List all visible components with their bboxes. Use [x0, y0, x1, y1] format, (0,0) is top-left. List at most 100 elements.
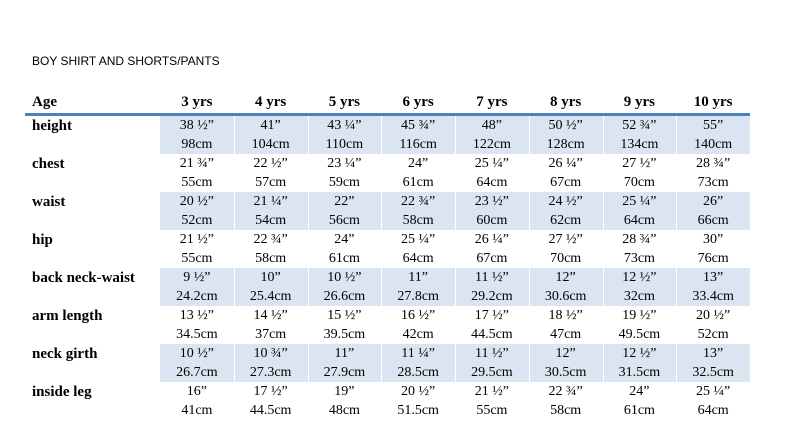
- inch-value: 16 ½”: [401, 308, 436, 323]
- cm-value: 28.5cm: [397, 365, 439, 380]
- inch-value: 11 ½”: [475, 346, 509, 361]
- inch-value: 11”: [334, 346, 355, 361]
- inch-value: 11”: [408, 270, 428, 285]
- cm-value: 42cm: [402, 327, 434, 342]
- inch-value: 10”: [260, 270, 281, 285]
- cm-value: 26.6cm: [323, 289, 366, 304]
- inch-value: 20 ½”: [696, 308, 731, 323]
- inch-value: 21 ¾”: [179, 156, 214, 171]
- row-label: inside leg: [32, 384, 92, 400]
- column-divider: [381, 116, 383, 420]
- cm-value: 31.5cm: [618, 365, 661, 380]
- inch-value: 22 ¾”: [253, 232, 288, 247]
- inch-value: 11 ¼”: [401, 346, 435, 361]
- inch-value: 22 ½”: [253, 156, 288, 171]
- inch-value: 12 ½”: [622, 270, 657, 285]
- cm-value: 61cm: [623, 403, 655, 418]
- cm-value: 32cm: [623, 289, 655, 304]
- cm-value: 122cm: [472, 137, 511, 152]
- cm-value: 58cm: [550, 403, 582, 418]
- cm-value: 30.5cm: [544, 365, 587, 380]
- row-label: waist: [32, 194, 66, 210]
- cm-value: 44.5cm: [249, 403, 292, 418]
- cm-value: 59cm: [328, 175, 360, 190]
- inch-value: 28 ¾”: [622, 232, 657, 247]
- cm-value: 30.6cm: [544, 289, 587, 304]
- inch-value: 14 ½”: [253, 308, 288, 323]
- inch-value: 26”: [703, 194, 724, 209]
- cm-value: 98cm: [181, 137, 213, 152]
- column-divider: [676, 116, 678, 420]
- inch-value: 38 ½”: [179, 118, 214, 133]
- inch-value: 17 ½”: [474, 308, 509, 323]
- row-label: neck girth: [32, 346, 98, 362]
- inch-value: 45 ¾”: [401, 118, 436, 133]
- inch-value: 28 ¾”: [696, 156, 731, 171]
- inch-value: 21 ½”: [474, 384, 509, 399]
- inch-value: 22”: [334, 194, 355, 209]
- header-cell: 5 yrs: [328, 94, 360, 110]
- inch-value: 24”: [334, 232, 355, 247]
- cm-value: 70cm: [550, 251, 582, 266]
- cm-value: 67cm: [550, 175, 582, 190]
- cm-value: 52cm: [181, 213, 213, 228]
- cm-value: 25.4cm: [249, 289, 292, 304]
- cm-value: 32.5cm: [692, 365, 734, 380]
- inch-value: 21 ½”: [179, 232, 214, 247]
- inch-value: 24”: [629, 384, 650, 399]
- row-label: back neck-waist: [32, 270, 135, 286]
- inch-value: 52 ¾”: [622, 118, 657, 133]
- inch-value: 11 ½”: [475, 270, 509, 285]
- inch-value: 41”: [260, 118, 281, 133]
- cm-value: 64cm: [476, 175, 508, 190]
- inch-value: 10 ½”: [179, 346, 214, 361]
- inch-value: 23 ¼”: [327, 156, 362, 171]
- cm-value: 58cm: [255, 251, 287, 266]
- inch-value: 25 ¼”: [401, 232, 436, 247]
- header-cell: 8 yrs: [550, 94, 582, 110]
- inch-value: 55”: [703, 118, 724, 133]
- cm-value: 55cm: [181, 175, 213, 190]
- inch-value: 10 ½”: [327, 270, 362, 285]
- inch-value: 43 ¼”: [327, 118, 362, 133]
- row-label: arm length: [32, 308, 103, 324]
- inch-value: 12”: [555, 270, 576, 285]
- inch-value: 13”: [703, 270, 724, 285]
- cm-value: 64cm: [697, 403, 729, 418]
- inch-value: 26 ¼”: [474, 232, 509, 247]
- column-divider: [233, 116, 235, 420]
- inch-value: 22 ¾”: [548, 384, 583, 399]
- inch-value: 21 ¼”: [253, 194, 288, 209]
- cm-value: 104cm: [251, 137, 290, 152]
- inch-value: 19 ½”: [622, 308, 657, 323]
- cm-value: 39.5cm: [323, 327, 366, 342]
- inch-value: 13 ½”: [179, 308, 214, 323]
- cm-value: 52cm: [697, 327, 729, 342]
- inch-value: 25 ¼”: [474, 156, 509, 171]
- inch-value: 16”: [186, 384, 207, 399]
- header-cell: 6 yrs: [402, 94, 434, 110]
- inch-value: 50 ½”: [548, 118, 583, 133]
- cm-value: 27.8cm: [397, 289, 439, 304]
- cm-value: 49.5cm: [618, 327, 661, 342]
- row-label: height: [32, 118, 73, 134]
- cm-value: 70cm: [623, 175, 655, 190]
- header-cell: 9 yrs: [623, 94, 655, 110]
- cm-value: 56cm: [328, 213, 360, 228]
- cm-value: 60cm: [476, 213, 508, 228]
- header-rule: [25, 113, 750, 116]
- cm-value: 55cm: [476, 403, 508, 418]
- cm-value: 128cm: [546, 137, 585, 152]
- inch-value: 20 ½”: [179, 194, 214, 209]
- inch-value: 25 ¼”: [622, 194, 657, 209]
- inch-value: 25 ¼”: [696, 384, 731, 399]
- cm-value: 29.5cm: [471, 365, 513, 380]
- inch-value: 10 ¾”: [253, 346, 288, 361]
- inch-value: 48”: [481, 118, 502, 133]
- inch-value: 12 ½”: [622, 346, 657, 361]
- inch-value: 12”: [555, 346, 576, 361]
- cm-value: 26.7cm: [176, 365, 218, 380]
- inch-value: 23 ½”: [474, 194, 509, 209]
- inch-value: 26 ¼”: [548, 156, 583, 171]
